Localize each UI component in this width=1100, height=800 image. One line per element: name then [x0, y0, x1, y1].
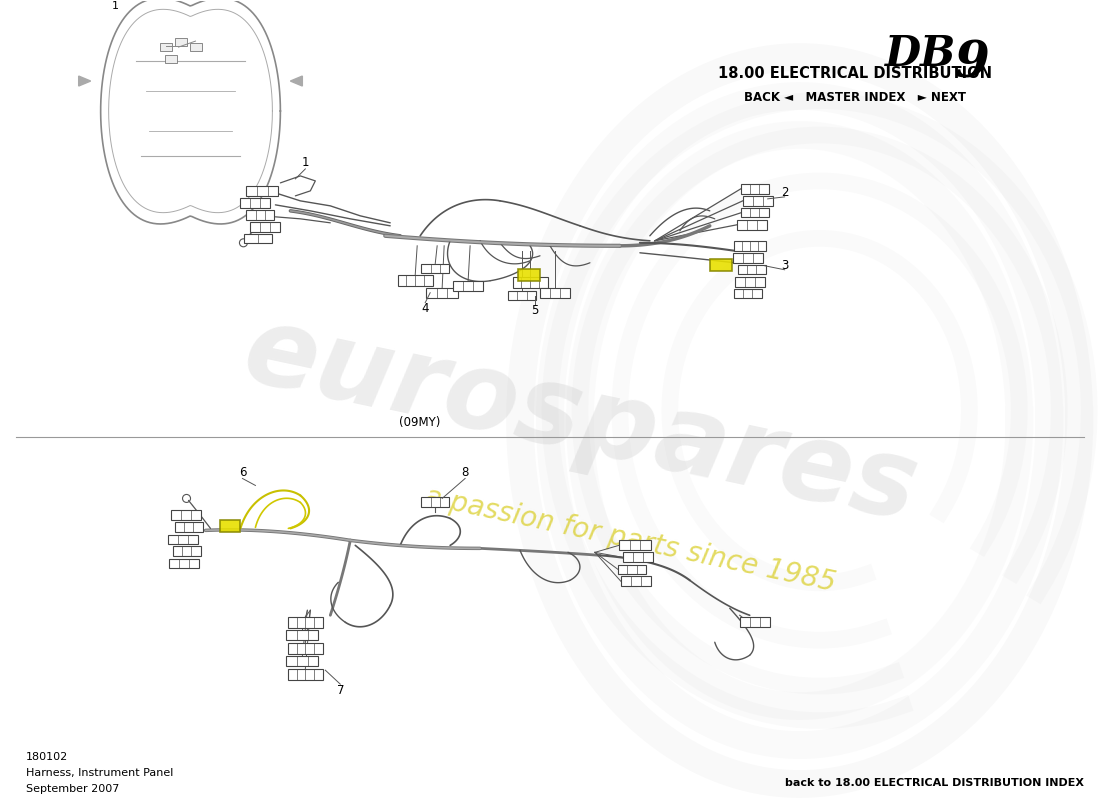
Text: 3: 3 [781, 259, 789, 272]
Bar [710, 258, 732, 270]
Text: a passion for parts since 1985: a passion for parts since 1985 [421, 483, 838, 598]
Bar [735, 277, 764, 286]
Bar [740, 184, 769, 194]
Bar [189, 43, 201, 51]
Bar [286, 656, 318, 666]
Bar [737, 220, 767, 230]
Bar [220, 521, 241, 532]
Bar [246, 186, 278, 196]
Text: 6: 6 [239, 466, 246, 479]
Text: 18.00 ELECTRICAL DISTRIBUTION: 18.00 ELECTRICAL DISTRIBUTION [717, 66, 991, 81]
Text: 180102: 180102 [25, 752, 68, 762]
Text: 1: 1 [112, 1, 119, 11]
Bar [734, 290, 761, 298]
Bar [426, 288, 458, 298]
Bar [175, 522, 202, 532]
Bar [733, 253, 762, 262]
Bar [288, 642, 322, 654]
Bar [518, 269, 540, 281]
Bar [623, 552, 653, 562]
Bar [173, 546, 200, 556]
Text: 7: 7 [337, 684, 344, 697]
Bar [508, 291, 536, 300]
Bar [740, 208, 769, 218]
Bar [241, 198, 271, 208]
Text: BACK ◄   MASTER INDEX   ► NEXT: BACK ◄ MASTER INDEX ► NEXT [744, 91, 966, 104]
Polygon shape [290, 76, 303, 86]
Bar [739, 618, 770, 627]
Bar [175, 38, 187, 46]
Bar [618, 565, 646, 574]
Text: 8: 8 [461, 466, 469, 479]
Text: (09MY): (09MY) [399, 415, 441, 429]
Bar [244, 234, 273, 243]
Bar [398, 275, 432, 286]
Bar [167, 535, 198, 544]
Bar [620, 576, 651, 586]
Text: 9: 9 [955, 39, 989, 88]
Bar [540, 288, 570, 298]
Bar [286, 630, 318, 640]
Bar [160, 43, 172, 51]
Text: eurospares: eurospares [233, 298, 926, 544]
Polygon shape [79, 76, 90, 86]
Text: 4: 4 [421, 302, 429, 315]
Bar [421, 264, 449, 274]
Text: 2: 2 [781, 186, 789, 199]
Text: 5: 5 [531, 304, 539, 318]
Bar [734, 241, 766, 250]
Bar [421, 498, 449, 507]
Bar [170, 510, 200, 521]
Bar [513, 278, 548, 288]
Bar [288, 669, 322, 680]
Bar [168, 559, 198, 568]
Text: Harness, Instrument Panel: Harness, Instrument Panel [25, 768, 173, 778]
Bar [246, 210, 274, 220]
Bar [453, 281, 483, 290]
Bar [738, 266, 766, 274]
Text: September 2007: September 2007 [25, 784, 119, 794]
Bar [165, 55, 176, 63]
Bar [742, 196, 772, 206]
Bar [288, 617, 322, 628]
Bar [251, 222, 280, 232]
Bar [619, 540, 651, 550]
Text: DB: DB [884, 33, 956, 75]
Text: back to 18.00 ELECTRICAL DISTRIBUTION INDEX: back to 18.00 ELECTRICAL DISTRIBUTION IN… [785, 778, 1085, 788]
Text: 1: 1 [301, 157, 309, 170]
